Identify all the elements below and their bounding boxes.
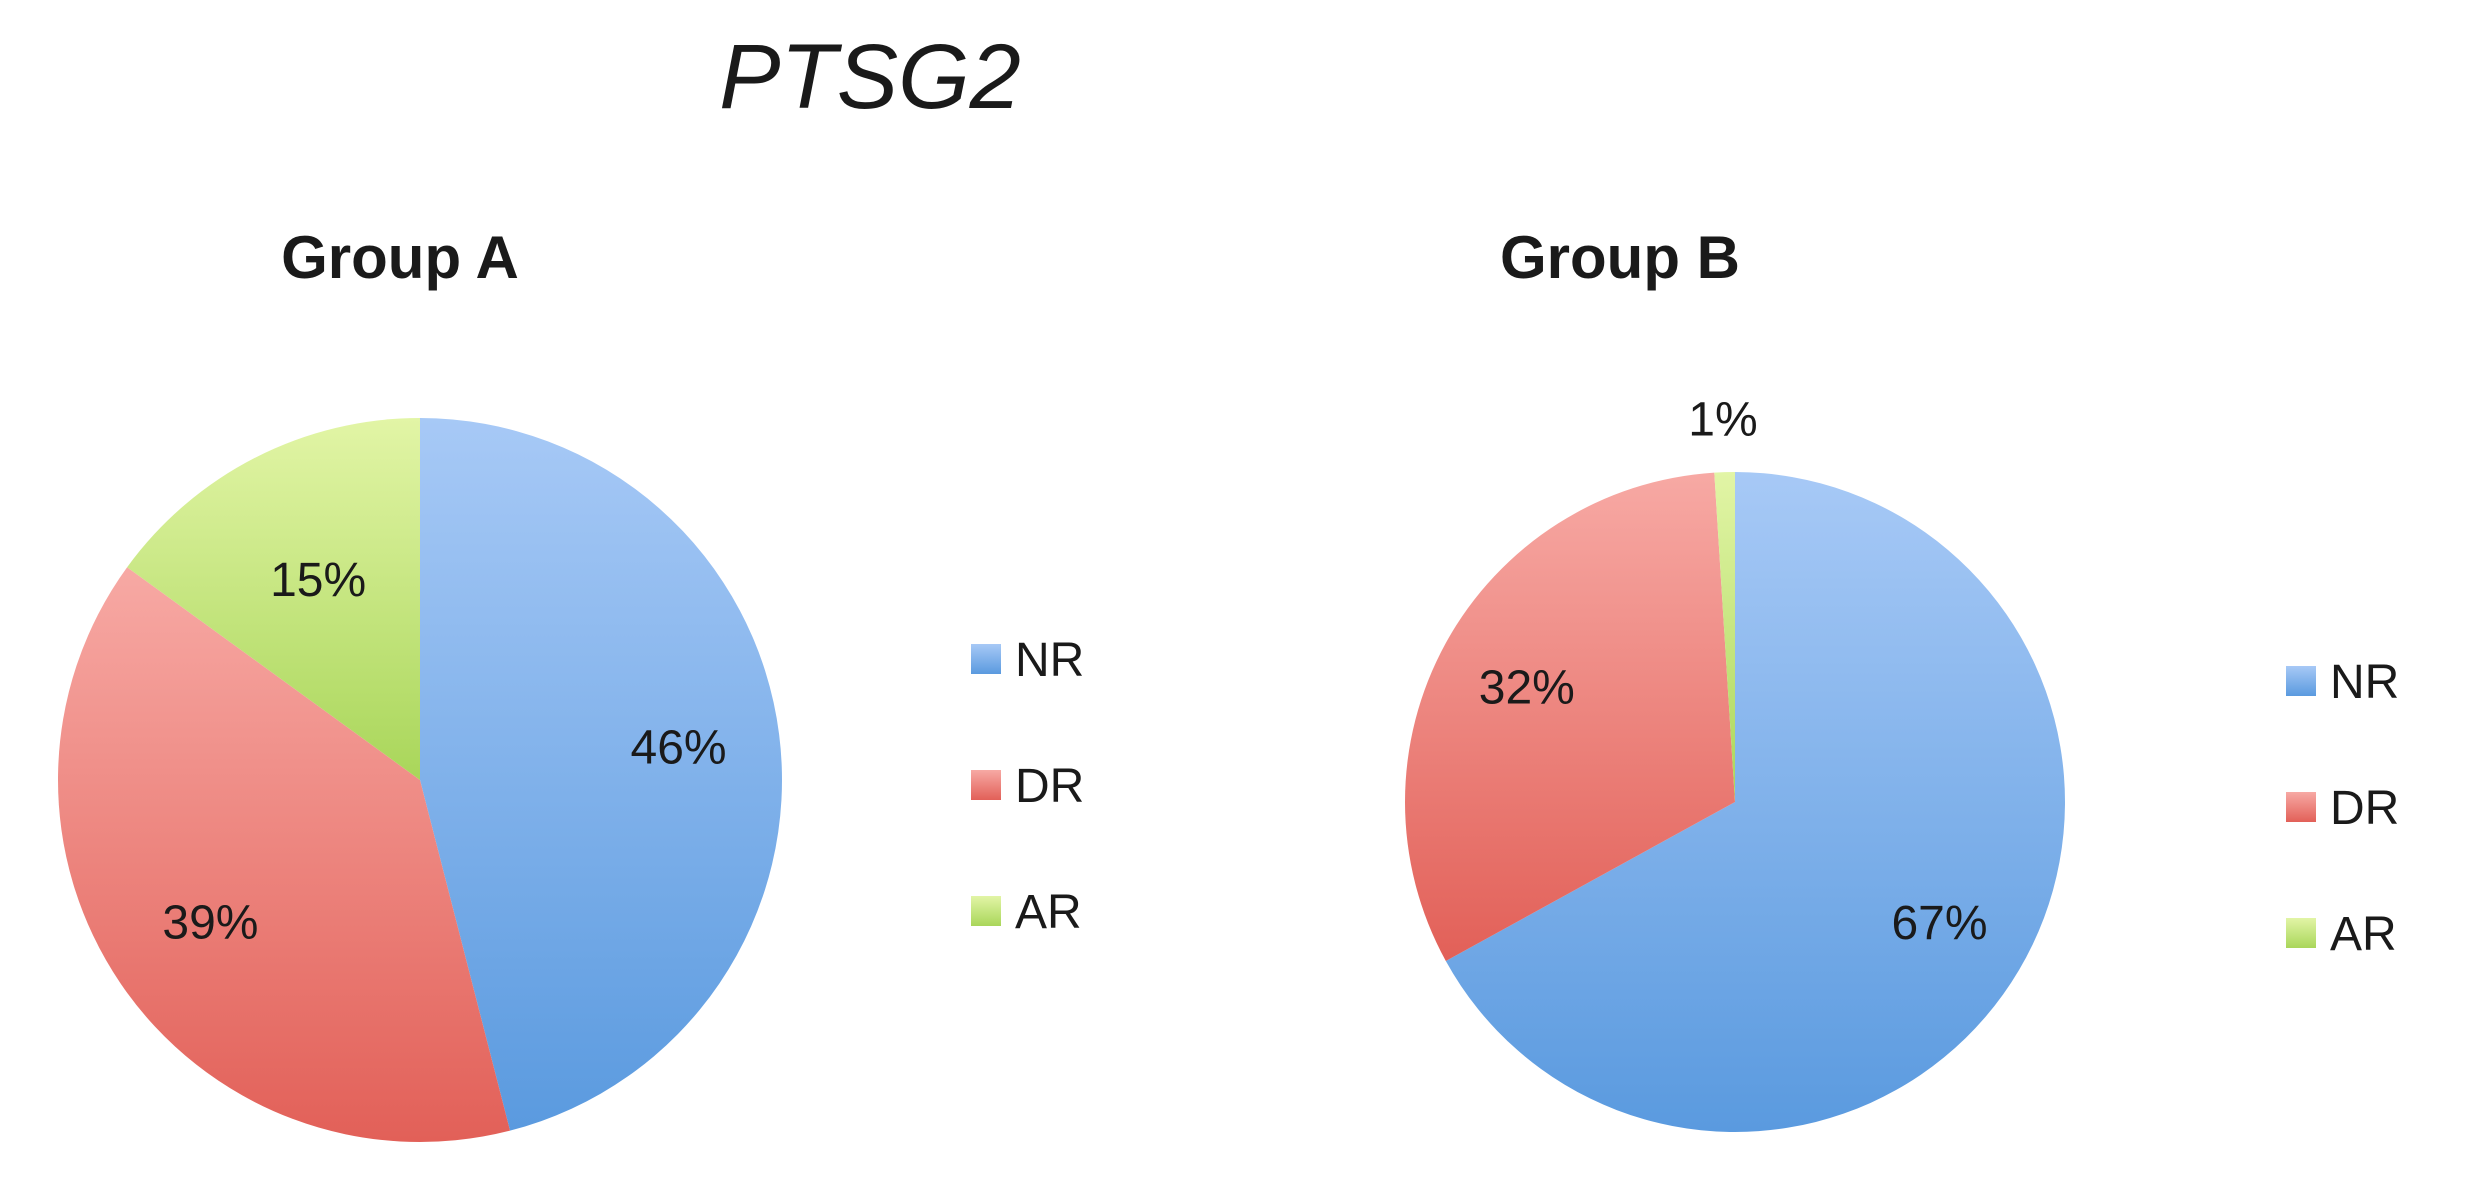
legend-swatch-nr-group-a	[971, 644, 1001, 674]
pie-slices-group-b	[1405, 472, 2065, 1132]
pie-slices-group-a	[58, 418, 782, 1142]
legend-label-nr-group-b: NR	[2330, 656, 2399, 709]
legend-swatch-ar-group-b	[2286, 918, 2316, 948]
legend-group-b: NR DR AR	[2286, 656, 2399, 961]
pie-chart-group-a: Group A 46% 39% 15% NR DR AR	[58, 224, 1084, 1142]
legend-label-nr-group-a: NR	[1015, 634, 1084, 687]
legend-swatch-dr-group-a	[971, 770, 1001, 800]
chart-title-group-b: Group B	[1500, 224, 1740, 291]
pie-slice-ar-group-a	[127, 418, 420, 780]
slice-label-nr-group-b: 67%	[1891, 897, 1987, 950]
pie-chart-group-b: Group B 67% 32% 1% NR DR AR	[1405, 224, 2399, 1132]
slice-label-nr-group-a: 46%	[631, 721, 727, 774]
legend-swatch-dr-group-b	[2286, 792, 2316, 822]
pie-slice-dr-group-a	[58, 567, 511, 1142]
legend-label-dr-group-a: DR	[1015, 760, 1084, 813]
slice-label-dr-group-a: 39%	[162, 896, 258, 949]
pie-labels-group-b: 67% 32% 1%	[1479, 393, 1988, 950]
chart-title-group-a: Group A	[281, 224, 519, 291]
legend-swatch-ar-group-a	[971, 896, 1001, 926]
pie-slice-nr-group-b	[1445, 472, 2065, 1132]
pie-slice-dr-group-b	[1405, 472, 1735, 961]
legend-label-ar-group-a: AR	[1015, 886, 1082, 939]
legend-group-a: NR DR AR	[971, 634, 1084, 939]
slice-label-dr-group-b: 32%	[1479, 662, 1575, 715]
figure-title: PTSG2	[719, 26, 1021, 128]
slice-label-ar-group-b: 1%	[1688, 393, 1757, 446]
legend-swatch-nr-group-b	[2286, 666, 2316, 696]
legend-label-ar-group-b: AR	[2330, 908, 2397, 961]
legend-label-dr-group-b: DR	[2330, 782, 2399, 835]
pie-slice-nr-group-a	[420, 418, 782, 1131]
pie-slice-ar-group-b	[1714, 472, 1735, 802]
pie-labels-group-a: 46% 39% 15%	[162, 554, 726, 949]
slice-label-ar-group-a: 15%	[270, 554, 366, 607]
